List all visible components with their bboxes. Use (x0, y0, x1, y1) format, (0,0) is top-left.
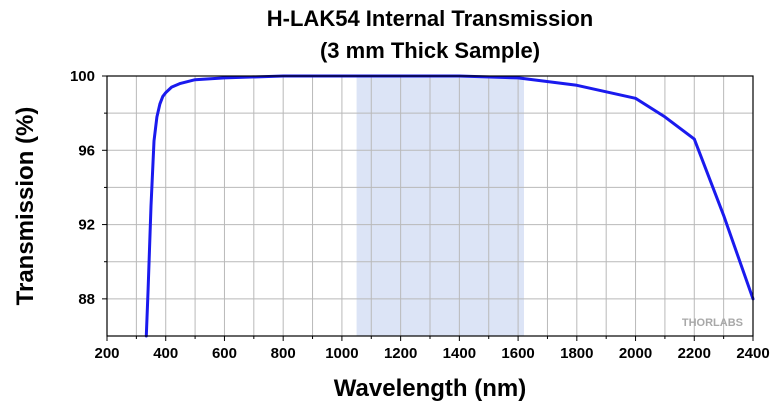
x-tick-label: 800 (271, 345, 296, 362)
x-tick-label: 200 (94, 345, 119, 362)
x-tick-label: 2200 (678, 345, 711, 362)
y-tick-label: 100 (70, 68, 95, 85)
y-tick-labels: 88 92 96 100 (70, 68, 95, 308)
x-tick-labels: 200 400 600 800 1000 1200 1400 1600 1800 2000 2200… (94, 345, 769, 362)
x-tick-label: 1800 (560, 345, 593, 362)
x-axis-label: Wavelength (nm) (334, 375, 526, 402)
x-tick-label: 2000 (619, 345, 652, 362)
y-tick-label: 88 (78, 291, 95, 308)
x-tick-label: 1000 (325, 345, 358, 362)
y-tick-label: 92 (78, 217, 95, 234)
y-tick-label: 96 (78, 142, 95, 159)
x-tick-label: 1400 (443, 345, 476, 362)
transmission-curve (144, 74, 755, 338)
x-tick-label: 600 (212, 345, 237, 362)
y-axis-label: Transmission (%) (12, 107, 39, 306)
plot-frame (106, 75, 754, 337)
grid-lines (107, 76, 753, 336)
plot-area (102, 74, 755, 341)
x-tick-label: 400 (153, 345, 178, 362)
thorlabs-watermark: THORLABS (682, 317, 743, 329)
x-tick-label: 2400 (736, 345, 769, 362)
chart-title: H-LAK54 Internal Transmission (267, 6, 593, 31)
chart-subtitle: (3 mm Thick Sample) (320, 38, 540, 63)
highlight-band (356, 76, 524, 336)
x-tick-label: 1600 (501, 345, 534, 362)
x-tick-label: 1200 (384, 345, 417, 362)
